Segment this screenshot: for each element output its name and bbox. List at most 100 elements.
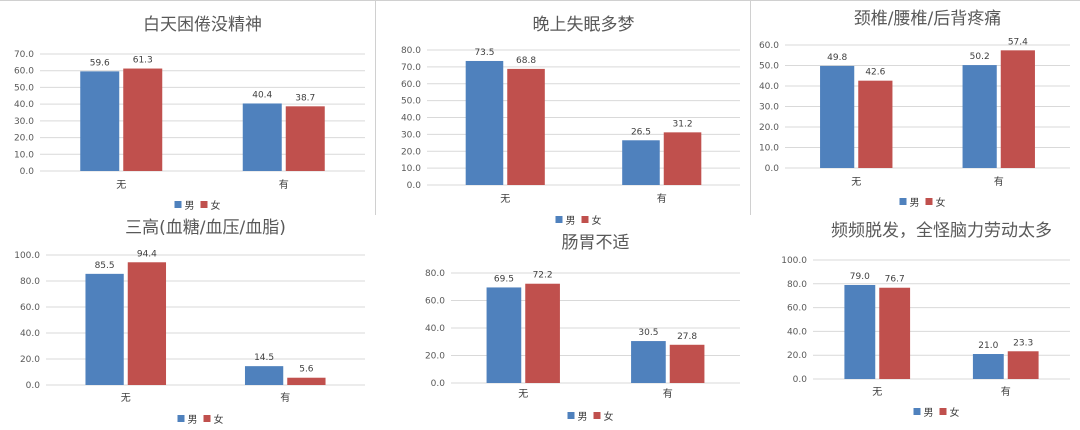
y-tick-label: 40.0 xyxy=(787,327,807,337)
chart-title: 肠胃不适 xyxy=(562,233,630,253)
chart-svg: 频频脱发，全怪脑力劳动太多 0.0 20.0 40.0 60.0 80.0 100.0 79.… xyxy=(781,221,1070,419)
y-tick-label: 10.0 xyxy=(759,144,779,154)
legend-label-female: 女 xyxy=(211,199,221,212)
data-label: 57.4 xyxy=(1008,37,1028,47)
y-tick-label: 80.0 xyxy=(425,269,445,279)
y-tick-label: 0.0 xyxy=(765,164,780,174)
bar-female xyxy=(879,287,911,379)
bar-female xyxy=(858,80,893,168)
legend-swatch-male xyxy=(899,198,907,205)
category-label: 无 xyxy=(872,387,882,398)
legend-label-male: 男 xyxy=(924,407,934,419)
bar-male xyxy=(844,284,876,379)
data-label: 21.0 xyxy=(978,341,998,351)
data-label: 30.5 xyxy=(638,328,658,338)
y-tick-label: 100.0 xyxy=(781,256,807,266)
data-label: 50.2 xyxy=(970,52,990,62)
y-tick-label: 50.0 xyxy=(401,97,421,107)
y-tick-label: 40.0 xyxy=(14,100,34,110)
legend-label-female: 女 xyxy=(936,196,946,209)
legend-swatch-male xyxy=(913,408,921,415)
y-tick-label: 80.0 xyxy=(401,46,421,56)
y-tick-label: 50.0 xyxy=(14,83,34,93)
y-tick-label: 10.0 xyxy=(14,150,34,160)
legend: 男女 xyxy=(567,410,614,423)
y-tick-label: 30.0 xyxy=(14,117,34,127)
chart-svg: 白天困倦没精神 0.0 10.0 20.0 30.0 40.0 50.0 60.0 70.0 59… xyxy=(14,15,365,212)
data-label: 40.4 xyxy=(252,90,272,100)
data-label: 26.5 xyxy=(631,127,651,137)
legend-swatch-female xyxy=(203,415,211,422)
bar-male xyxy=(465,60,504,185)
y-tick-label: 0.0 xyxy=(793,375,808,385)
y-tick-label: 0.0 xyxy=(20,167,35,177)
y-tick-label: 20.0 xyxy=(401,147,421,157)
bar-female xyxy=(663,132,702,185)
panel-divider xyxy=(750,0,751,215)
bar-male xyxy=(242,103,282,171)
bar-female xyxy=(127,262,167,385)
chart-panel-back-pain: 颈椎/腰椎/后背疼痛 0.0 10.0 20.0 30.0 40.0 50.0 60.0 49.… xyxy=(750,0,1080,215)
chart-panel-hair-loss: 频频脱发，全怪脑力劳动太多 0.0 20.0 40.0 60.0 80.0 100.0 79.… xyxy=(750,215,1080,430)
y-tick-label: 60.0 xyxy=(759,41,779,51)
chart-title: 颈椎/腰椎/后背疼痛 xyxy=(854,9,1001,29)
category-label: 无 xyxy=(500,194,510,205)
y-tick-label: 20.0 xyxy=(787,351,807,361)
legend-label-female: 女 xyxy=(950,406,960,419)
panel-divider xyxy=(0,0,1080,1)
category-label: 有 xyxy=(280,391,290,404)
y-tick-label: 30.0 xyxy=(759,103,779,113)
data-label: 79.0 xyxy=(850,272,870,282)
y-tick-label: 60.0 xyxy=(14,67,34,77)
category-label: 无 xyxy=(851,177,861,188)
y-tick-label: 70.0 xyxy=(14,50,34,60)
y-tick-label: 80.0 xyxy=(20,277,40,287)
y-tick-label: 30.0 xyxy=(401,130,421,140)
bar-female xyxy=(287,377,326,385)
data-label: 23.3 xyxy=(1013,338,1033,348)
category-label: 无 xyxy=(121,393,131,404)
data-label: 61.3 xyxy=(133,56,153,66)
category-label: 有 xyxy=(279,178,289,191)
bar-male xyxy=(631,341,666,383)
legend: 男女 xyxy=(174,199,221,212)
legend: 男女 xyxy=(555,214,602,227)
chart-panel-insomnia: 晚上失眠多梦 0.0 10.0 20.0 30.0 40.0 50.0 60.0 70.0 80.… xyxy=(375,0,750,230)
legend-swatch-male xyxy=(567,412,575,419)
bar-female xyxy=(285,106,325,171)
data-label: 38.7 xyxy=(295,93,315,103)
chart-title: 频频脱发，全怪脑力劳动太多 xyxy=(831,221,1052,241)
y-tick-label: 50.0 xyxy=(759,62,779,72)
y-tick-label: 40.0 xyxy=(759,82,779,92)
legend: 男女 xyxy=(177,413,224,426)
bar-male xyxy=(85,273,124,385)
legend-label-male: 男 xyxy=(910,197,920,209)
legend-swatch-female xyxy=(581,216,589,223)
legend-label-male: 男 xyxy=(566,215,576,227)
y-tick-label: 60.0 xyxy=(425,297,445,307)
data-label: 73.5 xyxy=(474,48,494,58)
chart-svg: 三高(血糖/血压/血脂) 0.0 20.0 40.0 60.0 80.0 100.0 85.5… xyxy=(14,218,365,426)
legend-label-female: 女 xyxy=(592,214,602,227)
y-tick-label: 40.0 xyxy=(401,114,421,124)
data-label: 14.5 xyxy=(254,353,274,363)
y-tick-label: 40.0 xyxy=(425,324,445,334)
category-label: 有 xyxy=(657,192,667,205)
y-tick-label: 10.0 xyxy=(401,164,421,174)
bar-male xyxy=(486,287,522,383)
legend: 男女 xyxy=(899,196,946,209)
chart-title: 白天困倦没精神 xyxy=(143,15,262,35)
chart-title: 晚上失眠多梦 xyxy=(533,15,635,35)
y-tick-label: 20.0 xyxy=(759,123,779,133)
bar-female xyxy=(525,283,560,383)
chart-svg: 颈椎/腰椎/后背疼痛 0.0 10.0 20.0 30.0 40.0 50.0 60.0 49.… xyxy=(759,9,1070,209)
chart-title: 三高(血糖/血压/血脂) xyxy=(125,218,286,238)
legend: 男女 xyxy=(913,406,960,419)
bar-male xyxy=(244,366,284,385)
chart-panel-three-highs: 三高(血糖/血压/血脂) 0.0 20.0 40.0 60.0 80.0 100.0 85.5… xyxy=(0,215,375,430)
data-label: 49.8 xyxy=(827,53,847,63)
y-tick-label: 20.0 xyxy=(20,355,40,365)
data-label: 27.8 xyxy=(677,332,697,342)
category-label: 无 xyxy=(116,180,126,191)
bar-male xyxy=(80,71,120,171)
